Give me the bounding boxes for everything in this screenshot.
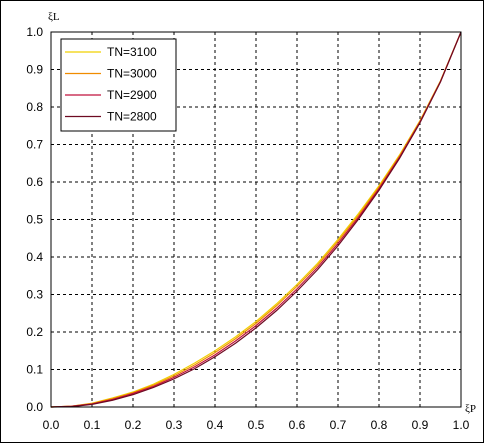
series-line-3 — [50, 31, 462, 408]
legend-label-1: TN=3100 — [107, 45, 157, 59]
legend-label-4: TN=2800 — [107, 110, 157, 124]
x-tick-label: 0.7 — [330, 418, 347, 432]
x-tick-label: 0.9 — [412, 418, 429, 432]
legend-label-2: TN=3000 — [107, 67, 157, 81]
series-layer — [50, 31, 462, 408]
x-tick-label: 0.8 — [371, 418, 388, 432]
y-tick-label: 0.6 — [26, 175, 43, 189]
x-tick-label: 1.0 — [453, 418, 470, 432]
y-tick-label: 1.0 — [26, 25, 43, 39]
legend: TN=3100 TN=3000 TN=2900 TN=2800 — [60, 38, 177, 132]
tick-labels: 0.0 0.1 0.2 0.3 0.4 0.5 0.6 0.7 0.8 0.9 1.0 0.0 0.1 0… — [26, 25, 469, 432]
series-line-4 — [50, 31, 462, 408]
y-tick-label: 0.4 — [26, 250, 43, 264]
x-tick-label: 0.0 — [43, 418, 60, 432]
y-tick-label: 0.8 — [26, 100, 43, 114]
plot-area-border — [50, 31, 462, 408]
x-tick-label: 0.5 — [248, 418, 265, 432]
legend-box — [60, 38, 177, 132]
x-tick-label: 0.4 — [207, 418, 224, 432]
y-tick-label: 0.9 — [26, 63, 43, 77]
x-tick-label: 0.2 — [125, 418, 142, 432]
x-tick-label: 0.3 — [166, 418, 183, 432]
y-tick-label: 0.5 — [26, 213, 43, 227]
y-axis-label: ξL — [48, 11, 60, 23]
legend-label-3: TN=2900 — [107, 88, 157, 102]
y-tick-label: 0.7 — [26, 138, 43, 152]
x-axis-label: ξP — [465, 403, 476, 415]
y-tick-label: 0.2 — [26, 325, 43, 339]
y-tick-label: 0.3 — [26, 288, 43, 302]
x-tick-label: 0.6 — [289, 418, 306, 432]
series-line-1 — [50, 31, 462, 408]
y-tick-label: 0.1 — [26, 363, 43, 377]
series-line-2 — [50, 31, 462, 408]
y-tick-label: 0.0 — [26, 400, 43, 414]
x-tick-label: 0.1 — [84, 418, 101, 432]
